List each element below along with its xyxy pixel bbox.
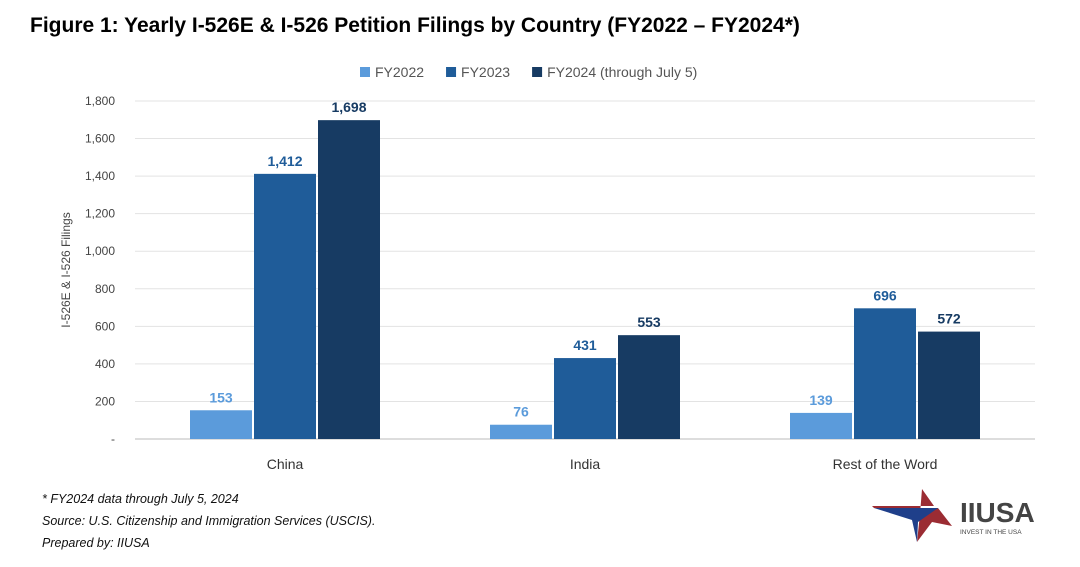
legend-swatch: [360, 67, 370, 77]
y-axis-label: I-526E & I-526 Filings: [59, 212, 73, 327]
legend-swatch: [446, 67, 457, 77]
data-label: 1,698: [331, 99, 366, 115]
bar-fy2022: [790, 412, 852, 439]
y-tick-label: 1,600: [85, 132, 115, 146]
y-tick-label: 1,800: [85, 94, 115, 108]
iiusa-logo: IIUSA INVEST IN THE USA: [872, 489, 1035, 542]
bar-fy2022: [190, 410, 252, 439]
bar-fy2024: [918, 331, 980, 439]
legend-label: FY2023: [461, 64, 510, 80]
bar-chart: - 200 400 600 800 1,000 1,200 1,400 1,600 1,800 I-…: [59, 64, 1035, 472]
data-label: 553: [637, 314, 661, 330]
y-tick-label: 600: [95, 319, 115, 333]
x-tick-label: Rest of the Word: [833, 456, 938, 472]
data-label: 431: [573, 337, 597, 353]
x-tick-label: China: [267, 456, 304, 472]
bar-fy2024: [318, 120, 380, 440]
y-tick-label: 1,200: [85, 207, 115, 221]
y-tick-label: 1,400: [85, 169, 115, 183]
svg-text:INVEST IN THE USA: INVEST IN THE USA: [960, 529, 1022, 536]
legend-label: FY2022: [375, 64, 424, 80]
bar-fy2024: [618, 335, 680, 439]
svg-text:IIUSA: IIUSA: [960, 497, 1035, 528]
data-label: 76: [513, 404, 529, 420]
footnote: * FY2024 data through July 5, 2024: [42, 492, 239, 506]
data-label: 139: [809, 392, 833, 408]
bar-fy2023: [254, 173, 316, 439]
prepared-by-note: Prepared by: IIUSA: [42, 536, 150, 550]
y-tick-label: 1,000: [85, 244, 115, 258]
y-tick-label: -: [111, 432, 115, 446]
bar-fy2023: [854, 308, 916, 439]
data-label: 696: [873, 287, 897, 303]
x-tick-label: India: [570, 456, 601, 472]
data-label: 572: [937, 311, 961, 327]
data-label: 1,412: [267, 153, 302, 169]
y-tick-label: 400: [95, 357, 115, 371]
legend-swatch: [532, 67, 543, 77]
bar-fy2022: [490, 424, 552, 439]
legend-label: FY2024 (through July 5): [547, 64, 697, 80]
y-tick-label: 800: [95, 282, 115, 296]
figure-title: Figure 1: Yearly I-526E & I-526 Petition…: [30, 14, 800, 37]
source-note: Source: U.S. Citizenship and Immigration…: [42, 514, 376, 528]
y-tick-label: 200: [95, 394, 115, 408]
bar-fy2023: [554, 358, 616, 439]
data-label: 153: [209, 389, 233, 405]
